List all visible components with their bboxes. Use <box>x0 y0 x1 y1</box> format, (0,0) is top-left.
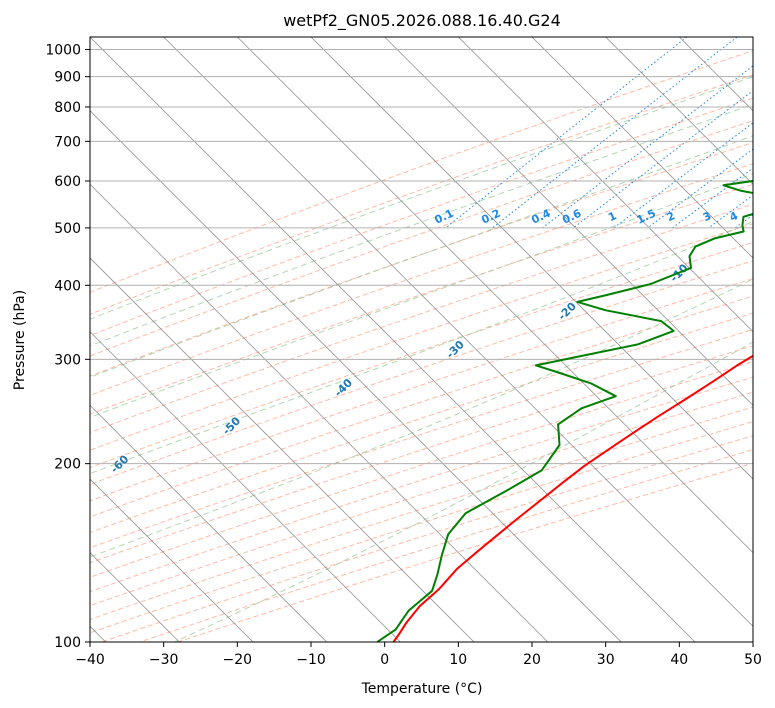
y-tick-label: 500 <box>54 221 81 237</box>
mixing-ratio-label: 6 <box>766 209 775 224</box>
x-tick-label: −40 <box>75 652 105 668</box>
mixing-ratio-label: 1 <box>606 209 618 224</box>
mixing-ratio-label: 1.5 <box>635 207 658 227</box>
x-tick-label: 50 <box>744 652 762 668</box>
mixing-ratio-label: 2 <box>665 209 677 224</box>
dewpoint-profile <box>376 179 753 642</box>
isotherm-label: -40 <box>332 376 355 399</box>
isotherm-line <box>310 37 753 480</box>
y-tick-label: 800 <box>54 100 81 116</box>
y-tick-label: 700 <box>54 134 81 150</box>
dry-adiabat <box>90 391 753 607</box>
dry-adiabat <box>90 278 753 502</box>
mixing-ratio-line <box>542 65 753 229</box>
isotherm-line <box>237 37 753 554</box>
x-tick-label: 0 <box>380 652 389 668</box>
x-axis: −40 −30 −20 −10 0 10 20 30 40 50 <box>75 642 762 668</box>
y-tick-label: 200 <box>54 457 81 473</box>
moist-adiabat <box>90 278 753 558</box>
isotherm-label: -70 <box>0 491 20 514</box>
isotherm-label: -50 <box>220 414 243 437</box>
dry-adiabat <box>90 120 753 357</box>
mixing-ratio-line <box>672 167 753 229</box>
moist-adiabat <box>90 173 753 418</box>
mixing-ratio-label: 0.6 <box>560 207 583 227</box>
isotherm-line <box>90 478 254 642</box>
x-tick-label: 30 <box>597 652 615 668</box>
dry-adiabat <box>90 223 753 451</box>
pressure-grid <box>90 49 753 642</box>
dry-adiabat <box>90 241 753 469</box>
y-tick-label: 100 <box>54 635 81 651</box>
isotherm-line <box>163 37 753 627</box>
isotherm-line <box>90 37 696 642</box>
isotherm-line <box>531 37 753 259</box>
isotherm-line <box>384 37 753 406</box>
isotherm-label: -60 <box>108 452 131 475</box>
dry-adiabat <box>90 97 753 337</box>
isotherm-label: -30 <box>444 338 467 361</box>
dry-adiabat <box>90 345 753 564</box>
dry-adiabat <box>90 312 753 534</box>
isotherm-line <box>605 37 753 185</box>
dry-adiabat <box>101 435 753 642</box>
moist-adiabat <box>90 135 753 378</box>
x-tick-label: 10 <box>449 652 467 668</box>
dry-adiabat <box>90 183 753 415</box>
mixing-ratio-line <box>492 37 738 229</box>
mixing-ratio-label: 4 <box>728 209 741 224</box>
mixing-ratio-label: 0.4 <box>529 207 552 227</box>
x-tick-label: 20 <box>523 652 541 668</box>
y-tick-label: 400 <box>54 278 81 294</box>
x-tick-label: −30 <box>149 652 179 668</box>
moist-adiabat <box>174 341 753 642</box>
dry-adiabat <box>90 74 753 315</box>
isotherm-line <box>90 183 548 642</box>
x-tick-label: −20 <box>223 652 253 668</box>
isotherm-line <box>90 404 327 642</box>
isotherm-label: -20 <box>556 299 579 322</box>
plot-frame <box>89 36 754 643</box>
profiles <box>376 179 753 642</box>
background-lines <box>90 37 753 642</box>
x-axis-label: Temperature (°C) <box>361 681 483 697</box>
y-tick-label: 300 <box>54 352 81 368</box>
moist-adiabat <box>90 76 753 320</box>
y-axis-label: Pressure (hPa) <box>12 290 28 390</box>
y-tick-label: 600 <box>54 174 81 190</box>
isotherm-line <box>679 37 753 112</box>
y-tick-label: 900 <box>54 70 81 86</box>
dry-adiabat <box>90 50 753 293</box>
y-axis: 100 200 300 400 500 600 700 800 900 1000 <box>45 43 90 651</box>
mixing-ratio-labels: 0.10.20.40.611.52346810131620253036 <box>433 207 775 227</box>
x-tick-label: −10 <box>296 652 326 668</box>
dry-adiabat <box>90 163 753 396</box>
dry-adiabat <box>90 376 753 593</box>
isotherm-line <box>90 110 622 642</box>
moist-adiabat <box>90 220 753 475</box>
dry-adiabat <box>90 295 753 518</box>
dry-adiabat <box>90 142 753 377</box>
isotherm-line <box>90 331 401 642</box>
moist-adiabat <box>90 103 753 347</box>
mixing-ratio-label: 0.2 <box>479 207 502 227</box>
isotherm-line <box>752 37 753 38</box>
mixing-ratio-line <box>572 90 753 229</box>
dry-adiabat <box>90 329 753 549</box>
x-tick-label: 40 <box>670 652 688 668</box>
mixing-ratio-line <box>734 214 753 229</box>
dry-adiabat <box>90 203 753 433</box>
isotherm-line <box>90 257 475 642</box>
isotherm-line <box>458 37 753 333</box>
dry-adiabat <box>90 361 753 578</box>
dry-adiabat <box>90 260 753 485</box>
chart-title: wetPf2_GN05.2026.088.16.40.G24 <box>283 11 561 31</box>
mixing-ratio-label: 0.1 <box>433 207 456 227</box>
temperature-profile <box>392 354 753 642</box>
y-tick-label: 1000 <box>45 43 81 59</box>
